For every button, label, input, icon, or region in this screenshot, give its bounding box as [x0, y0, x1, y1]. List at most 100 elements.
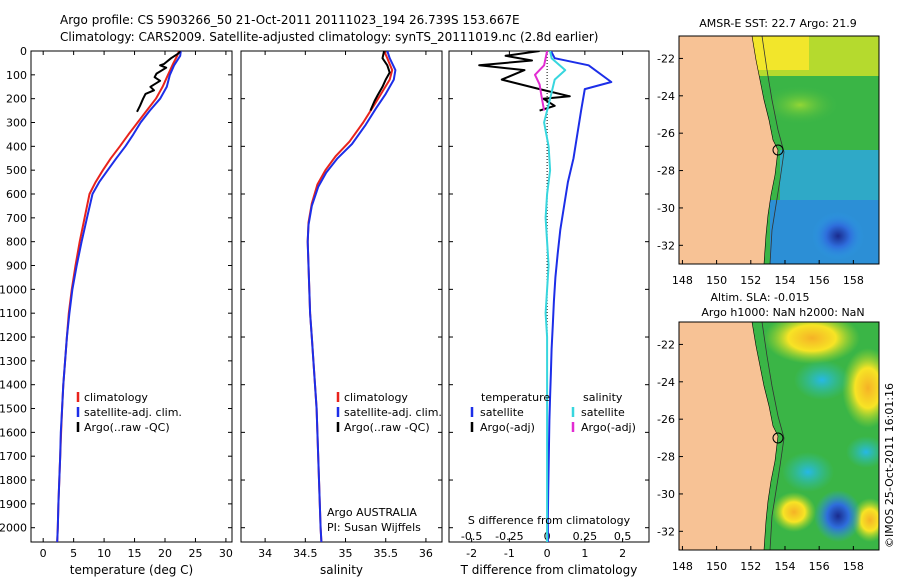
sst-map: AMSR-E SST: 22.7 Argo: 21.9 148 150 152 154… [657, 17, 880, 287]
x-tick-label-salinity: -0.5 [461, 530, 482, 543]
salinity-axes-frame [240, 50, 443, 543]
y-tick-label: 700 [6, 212, 27, 225]
map-x-tick-label: 154 [774, 560, 795, 573]
sla-cold-eddy [814, 490, 862, 542]
x-tick-label: 1 [581, 547, 588, 560]
sst-argo-marker [772, 144, 784, 156]
series-line-satellite-adj-clim- [56, 51, 182, 542]
legend-title-salinity: salinity [583, 391, 623, 404]
sst-land [679, 36, 778, 264]
series-line-argo-raw-qc- [369, 51, 391, 111]
map-y-tick-label: -32 [657, 239, 675, 252]
map-y-tick-label: -30 [657, 488, 675, 501]
y-tick-label: 100 [6, 69, 27, 82]
sst-map-frame [678, 35, 880, 265]
y-tick-label: 1900 [0, 498, 27, 511]
difference-axes-frame [448, 50, 650, 543]
legend-label: Argo(..raw -QC) [84, 421, 170, 434]
sst-cold-eddy [812, 212, 864, 260]
figure-title-line2: Climatology: CARS2009. Satellite-adjuste… [60, 30, 598, 44]
x-tick-label: 34.5 [293, 547, 318, 560]
map-x-tick-label: 148 [672, 560, 693, 573]
x-tick-label: 35 [339, 547, 353, 560]
x-tick-label: 34 [258, 547, 272, 560]
map-x-tick-label: 152 [740, 274, 761, 287]
y-tick-label: 2000 [0, 522, 27, 535]
y-tick-label: 1200 [0, 331, 27, 344]
map-y-tick-label: -30 [657, 202, 675, 215]
series-line-satellite-adj-clim- [306, 51, 397, 542]
sla-yellow-high-north [764, 322, 860, 364]
legend-label: satellite-adj. clim. [84, 406, 182, 419]
map-y-tick-label: -22 [657, 52, 675, 65]
difference-series [478, 51, 613, 542]
x-tick-label: 36 [419, 547, 433, 560]
legend-label: climatology [344, 391, 408, 404]
sst-green-patch [760, 85, 840, 125]
y-tick-label: 1600 [0, 426, 27, 439]
x-tick-label: 15 [128, 547, 142, 560]
sst-shelf-contour [761, 36, 785, 264]
map-x-tick-label: 158 [843, 560, 864, 573]
y-tick-label: 1400 [0, 379, 27, 392]
salinity-x-axis-label: salinity [320, 563, 363, 577]
sst-coastline [751, 36, 779, 264]
map-x-tick-label: 150 [706, 560, 727, 573]
x-tick-label: 0 [544, 547, 551, 560]
y-tick-label: 1500 [0, 403, 27, 416]
y-tick-label: 1800 [0, 474, 27, 487]
map-y-tick-label: -24 [657, 376, 675, 389]
map-y-tick-label: -26 [657, 413, 675, 426]
figure-title-line1: Argo profile: CS 5903266_50 21-Oct-2011 … [60, 13, 520, 27]
x-tick-label: -2 [466, 547, 477, 560]
sla-map-subtitle: Argo h1000: NaN h2000: NaN [701, 306, 864, 319]
y-tick-label: 300 [6, 117, 27, 130]
x-tick-label: -1 [504, 547, 515, 560]
sla-land [679, 322, 778, 550]
legend-label: Argo(..raw -QC) [344, 421, 430, 434]
x-tick-label: 0 [40, 547, 47, 560]
map-y-tick-label: -24 [657, 90, 675, 103]
legend-label: satellite [581, 406, 625, 419]
sst-map-title: AMSR-E SST: 22.7 Argo: 21.9 [699, 17, 857, 30]
map-y-tick-label: -26 [657, 127, 675, 140]
sla-coastline [751, 322, 779, 550]
sla-map-title: Altim. SLA: -0.015 [710, 291, 809, 304]
series-line-t-argo-adj- [478, 51, 571, 112]
temperature-x-axis-label: temperature (deg C) [70, 563, 193, 577]
x-tick-label: 35.5 [373, 547, 398, 560]
x-tick-label: 2 [619, 547, 626, 560]
x-tick-label-salinity: 0.5 [614, 530, 632, 543]
salinity-plot: 34 34.5 35 35.5 36 salinity climatology satelli… [240, 50, 443, 577]
y-tick-label: 400 [6, 140, 27, 153]
x-tick-label-salinity: -0.25 [495, 530, 523, 543]
y-tick-label: 0 [20, 45, 27, 58]
salinity-annotation-line2: PI: Susan Wijffels [327, 521, 421, 534]
map-x-tick-label: 148 [672, 274, 693, 287]
map-y-tick-label: -28 [657, 165, 675, 178]
map-x-tick-label: 156 [809, 274, 830, 287]
map-x-tick-label: 154 [774, 274, 795, 287]
map-y-tick-label: -22 [657, 338, 675, 351]
y-tick-label: 1700 [0, 450, 27, 463]
y-tick-label: 900 [6, 260, 27, 273]
sla-yellow-high-south [772, 492, 816, 532]
temperature-axes-frame [30, 50, 233, 543]
sla-yellow-high-east [842, 348, 879, 428]
y-tick-label: 200 [6, 93, 27, 106]
series-line-s-argo-adj- [534, 51, 549, 111]
sla-cyan-east [846, 436, 879, 468]
map-y-tick-label: -32 [657, 525, 675, 538]
legend-label: satellite-adj. clim. [344, 406, 442, 419]
legend-label: Argo(-adj) [480, 421, 535, 434]
temperature-plot: 0100200300400500600700800900100011001200… [0, 45, 233, 577]
x-tick-label: 10 [97, 547, 111, 560]
legend-label: Argo(-adj) [581, 421, 636, 434]
sla-argo-marker [772, 432, 784, 444]
sla-low-cyan-2 [782, 452, 834, 492]
legend-label: climatology [84, 391, 148, 404]
map-x-tick-label: 156 [809, 560, 830, 573]
map-x-tick-label: 152 [740, 560, 761, 573]
sla-map: Altim. SLA: -0.015 Argo h1000: NaN h2000… [657, 291, 880, 573]
